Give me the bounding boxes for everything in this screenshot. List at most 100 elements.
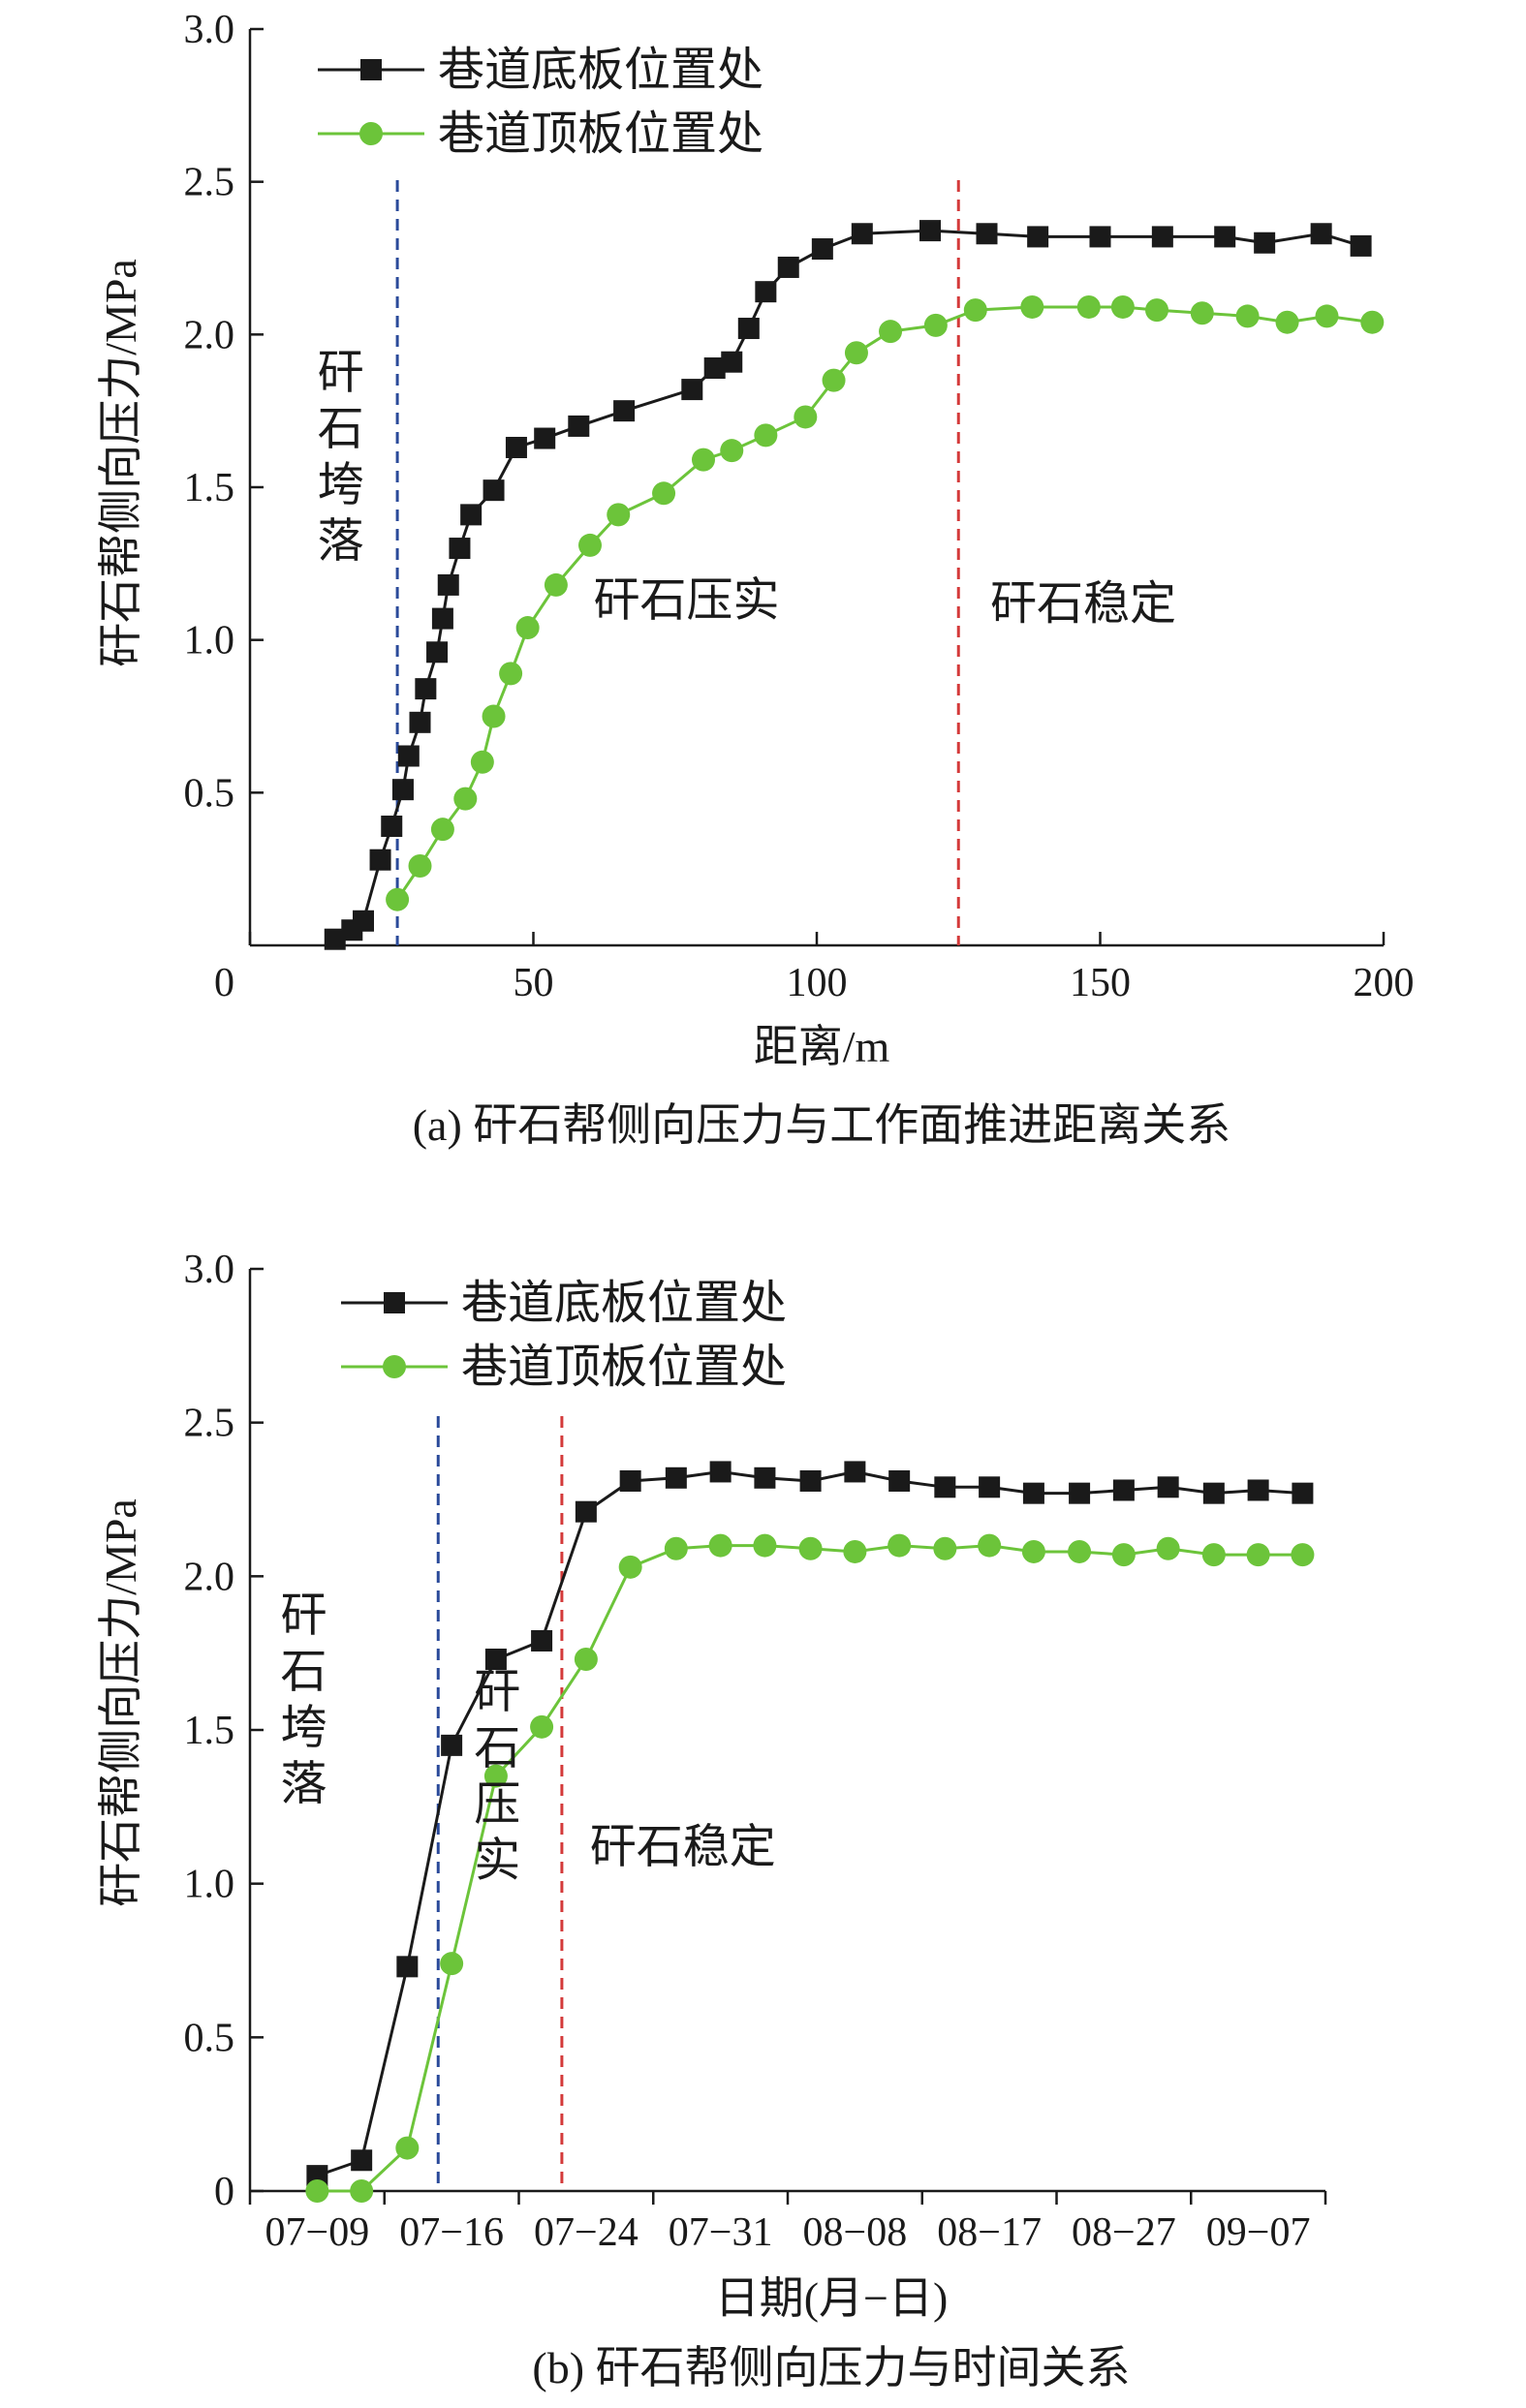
chart-b-series [305, 1461, 1315, 2203]
roof-point [933, 1536, 957, 1560]
annotation-char: 石 [474, 1723, 520, 1775]
annotation-char: 实 [474, 1836, 520, 1887]
series-line-floor [334, 229, 1362, 942]
y-tick-label: 1.0 [184, 619, 235, 664]
legend-marker [383, 1355, 406, 1378]
floor-point [441, 1734, 463, 1756]
legend-entry: 巷道顶板位置处 [461, 1342, 787, 1393]
chart-b-y-axis-title: 矸石帮侧向压力/MPa [96, 1498, 145, 1907]
floor-point [1202, 1482, 1225, 1504]
roof-point [1021, 1539, 1045, 1563]
roof-point [720, 439, 744, 463]
floor-point [754, 1466, 776, 1489]
y-tick-label: 2.0 [184, 313, 235, 357]
series-line-roof [317, 1544, 1303, 2193]
roof-point [1315, 304, 1339, 328]
stage-annotation: 矸石压实 [474, 1667, 520, 1887]
roof-point [1156, 1536, 1180, 1560]
roof-point [515, 616, 540, 640]
chart-a: 0.5 1.0 1.5 2.0 2.5 3.0 50 100 150 200 0 矸石垮落矸石压实… [96, 8, 1415, 1150]
chart-a-series [324, 220, 1385, 950]
roof-point [1020, 294, 1044, 319]
x-tick-label: 08−08 [803, 2210, 908, 2255]
roof-point [692, 448, 715, 472]
roof-point [1291, 1543, 1315, 1567]
floor-point [484, 1649, 507, 1671]
roof-point [708, 1533, 732, 1558]
chart-b-x-tick-labels: 07−09 07−16 07−24 07−31 08−08 08−17 08−27 09−07 [265, 2210, 1311, 2255]
floor-point [709, 1461, 732, 1483]
floor-point [568, 415, 590, 437]
roof-point [350, 2179, 374, 2203]
annotation-char: 矸 [318, 347, 364, 398]
annotation-char: 压 [474, 1779, 520, 1831]
annotation-char: 石 [280, 1646, 327, 1697]
roof-point [1246, 1543, 1270, 1567]
floor-point [1069, 1482, 1091, 1504]
annotation-char: 落 [280, 1758, 327, 1809]
floor-point [1254, 232, 1276, 254]
floor-point [1292, 1482, 1314, 1504]
roof-point [1201, 1543, 1226, 1567]
y-tick-label: 1.5 [184, 1709, 235, 1753]
floor-point [431, 607, 453, 630]
annotation-char: 矸 [280, 1590, 327, 1641]
floor-point [851, 223, 873, 245]
y-tick-label: 1.0 [184, 1863, 235, 1907]
roof-point [652, 481, 676, 506]
floor-point [396, 1956, 419, 1978]
chart-a-x-tick-labels: 50 100 150 200 0 [214, 961, 1415, 1005]
chart-a-stage-lines [395, 180, 960, 945]
floor-point [1151, 226, 1173, 248]
y-tick-label: 3.0 [184, 8, 235, 52]
floor-point [415, 678, 437, 700]
floor-point [1112, 1479, 1135, 1501]
roof-point [430, 818, 454, 842]
x-tick-label: 07−09 [265, 2210, 370, 2255]
x-tick-label: 200 [1354, 961, 1415, 1005]
floor-point [369, 849, 391, 871]
roof-point [408, 854, 432, 879]
floor-point [1157, 1476, 1179, 1498]
floor-point [888, 1469, 911, 1492]
floor-point [844, 1461, 866, 1483]
floor-point [351, 2149, 373, 2172]
stage-annotation: 矸石垮落 [280, 1590, 327, 1809]
floor-point [799, 1469, 822, 1492]
roof-point [963, 298, 987, 323]
floor-point [1027, 226, 1049, 248]
roof-point [499, 662, 523, 686]
floor-point [426, 641, 449, 664]
roof-point [1190, 301, 1214, 325]
y-tick-label: 3.0 [184, 1248, 235, 1292]
legend-marker [360, 59, 382, 80]
floor-point [381, 816, 403, 838]
chart-b-caption: (b) 矸石帮侧向压力与时间关系 [532, 2343, 1130, 2393]
y-tick-label: 0.5 [184, 2016, 235, 2060]
roof-point [1235, 304, 1260, 328]
roof-point [978, 1533, 1002, 1558]
roof-point [798, 1536, 823, 1560]
roof-point [386, 887, 410, 911]
chart-b-stage-lines [436, 1416, 564, 2191]
chart-a-x-axis-title: 距离/m [754, 1022, 890, 1071]
legend-entry: 巷道底板位置处 [438, 45, 763, 96]
roof-point [482, 704, 506, 728]
floor-point [681, 379, 703, 401]
floor-point [449, 538, 471, 560]
roof-point [923, 313, 948, 337]
roof-point [753, 1533, 777, 1558]
roof-point [453, 787, 478, 811]
roof-point [754, 423, 778, 448]
floor-point [460, 504, 483, 526]
x-tick-label: 50 [514, 961, 554, 1005]
roof-point [1076, 294, 1101, 319]
floor-point [619, 1469, 641, 1492]
x-tick-label: 08−27 [1072, 2210, 1176, 2255]
floor-point [811, 238, 833, 261]
roof-point [1360, 310, 1385, 334]
floor-point [409, 711, 431, 733]
